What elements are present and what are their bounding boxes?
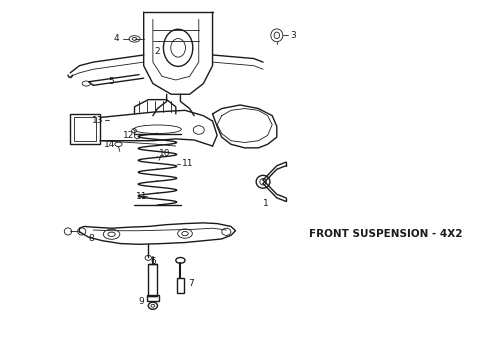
Text: 5: 5 <box>109 77 115 86</box>
Text: 8: 8 <box>88 234 94 243</box>
Text: 1: 1 <box>263 199 268 208</box>
Text: 7: 7 <box>188 279 194 288</box>
Text: 12: 12 <box>123 131 134 140</box>
Bar <box>177 278 184 293</box>
Text: FRONT SUSPENSION - 4X2: FRONT SUSPENSION - 4X2 <box>309 229 463 239</box>
Text: 11: 11 <box>182 159 193 168</box>
Text: 2: 2 <box>155 47 160 56</box>
Ellipse shape <box>134 125 181 134</box>
Text: 9: 9 <box>139 297 144 306</box>
Text: 6: 6 <box>150 257 156 266</box>
Bar <box>147 295 159 301</box>
Text: 3: 3 <box>290 31 296 40</box>
Text: 10: 10 <box>159 149 170 158</box>
Text: 13: 13 <box>92 116 103 125</box>
Ellipse shape <box>164 29 193 66</box>
Bar <box>74 117 97 141</box>
Bar <box>148 264 157 296</box>
Text: 11: 11 <box>136 192 147 201</box>
Text: 4: 4 <box>113 35 119 44</box>
Bar <box>70 114 100 144</box>
Text: 14: 14 <box>103 140 115 149</box>
